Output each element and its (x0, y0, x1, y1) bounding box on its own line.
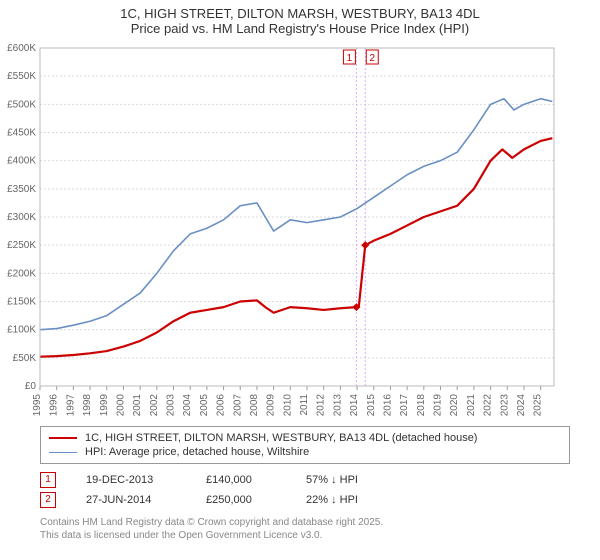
svg-text:2021: 2021 (466, 394, 477, 417)
chart-title-address: 1C, HIGH STREET, DILTON MARSH, WESTBURY,… (0, 0, 600, 21)
svg-text:2012: 2012 (316, 394, 327, 417)
legend-label: HPI: Average price, detached house, Wilt… (85, 446, 309, 458)
svg-text:2020: 2020 (449, 394, 460, 417)
svg-text:2004: 2004 (182, 394, 193, 417)
svg-text:2009: 2009 (266, 394, 277, 417)
svg-text:2023: 2023 (499, 394, 510, 417)
sale-row: 1 19-DEC-2013£140,00057% ↓ HPI (40, 470, 570, 490)
svg-text:1997: 1997 (65, 394, 76, 417)
legend-item: 1C, HIGH STREET, DILTON MARSH, WESTBURY,… (49, 431, 561, 445)
sales-table: 1 19-DEC-2013£140,00057% ↓ HPI 2 27-JUN-201… (40, 470, 570, 510)
chart-title-sub: Price paid vs. HM Land Registry's House … (0, 21, 600, 40)
svg-text:1995: 1995 (32, 394, 43, 417)
svg-text:£0: £0 (25, 381, 37, 392)
sale-price: £250,000 (206, 494, 306, 506)
svg-text:2022: 2022 (483, 394, 494, 417)
sale-marker-icon: 1 (40, 472, 56, 488)
svg-text:2013: 2013 (332, 394, 343, 417)
svg-text:2006: 2006 (216, 394, 227, 417)
footer-attribution: Contains HM Land Registry data © Crown c… (40, 516, 570, 542)
svg-text:1: 1 (347, 53, 353, 64)
svg-text:£450K: £450K (7, 128, 36, 139)
line-chart: £0 £50K £100K £150K £200K £250K £300K £350K £400… (0, 40, 560, 420)
svg-text:£300K: £300K (7, 212, 36, 223)
svg-text:2016: 2016 (382, 394, 393, 417)
legend-swatch (49, 437, 77, 439)
svg-text:2002: 2002 (149, 394, 160, 417)
svg-text:£150K: £150K (7, 297, 36, 308)
svg-text:2007: 2007 (232, 394, 243, 417)
svg-text:2: 2 (369, 53, 375, 64)
svg-text:£50K: £50K (13, 353, 37, 364)
legend: 1C, HIGH STREET, DILTON MARSH, WESTBURY,… (40, 426, 570, 464)
svg-text:£200K: £200K (7, 268, 36, 279)
legend-label: 1C, HIGH STREET, DILTON MARSH, WESTBURY,… (85, 432, 477, 444)
sale-row: 2 27-JUN-2014£250,00022% ↓ HPI (40, 490, 570, 510)
footer-line2: This data is licensed under the Open Gov… (40, 529, 570, 542)
svg-text:1998: 1998 (82, 394, 93, 417)
svg-text:2005: 2005 (199, 394, 210, 417)
svg-text:2001: 2001 (132, 394, 143, 417)
svg-text:2000: 2000 (115, 394, 126, 417)
svg-text:2024: 2024 (516, 394, 527, 417)
svg-text:2008: 2008 (249, 394, 260, 417)
svg-text:2015: 2015 (366, 394, 377, 417)
footer-line1: Contains HM Land Registry data © Crown c… (40, 516, 570, 529)
svg-text:2019: 2019 (433, 394, 444, 417)
svg-text:2025: 2025 (533, 394, 544, 417)
sale-date: 27-JUN-2014 (86, 494, 206, 506)
svg-text:£550K: £550K (7, 71, 36, 82)
svg-text:2003: 2003 (166, 394, 177, 417)
svg-text:£600K: £600K (7, 43, 36, 54)
svg-text:£100K: £100K (7, 325, 36, 336)
svg-text:2017: 2017 (399, 394, 410, 417)
svg-text:2010: 2010 (282, 394, 293, 417)
svg-text:£350K: £350K (7, 184, 36, 195)
sale-marker-icon: 2 (40, 492, 56, 508)
chart-area: £0 £50K £100K £150K £200K £250K £300K £350K £400… (0, 40, 560, 420)
sale-diff: 57% ↓ HPI (306, 474, 426, 486)
svg-text:£400K: £400K (7, 156, 36, 167)
svg-text:£250K: £250K (7, 240, 36, 251)
svg-text:2011: 2011 (299, 394, 310, 416)
legend-item: HPI: Average price, detached house, Wilt… (49, 445, 561, 459)
legend-swatch (49, 452, 77, 453)
svg-text:1999: 1999 (99, 394, 110, 417)
sale-diff: 22% ↓ HPI (306, 494, 426, 506)
svg-text:1996: 1996 (49, 394, 60, 417)
sale-price: £140,000 (206, 474, 306, 486)
svg-text:£500K: £500K (7, 99, 36, 110)
svg-text:2018: 2018 (416, 394, 427, 417)
sale-date: 19-DEC-2013 (86, 474, 206, 486)
svg-text:2014: 2014 (349, 394, 360, 417)
